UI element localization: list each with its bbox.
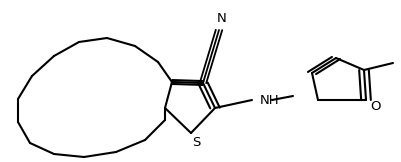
Text: NH: NH — [259, 93, 279, 106]
Text: O: O — [370, 100, 380, 114]
Text: N: N — [217, 12, 226, 24]
Text: S: S — [191, 135, 200, 149]
